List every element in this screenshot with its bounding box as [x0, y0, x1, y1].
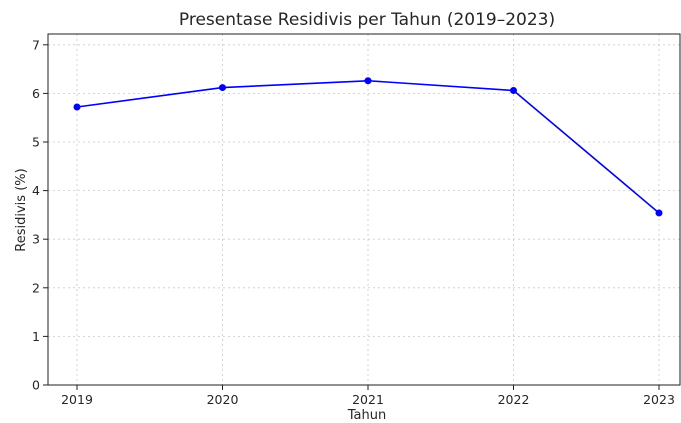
- data-point: [219, 84, 226, 92]
- data-point: [73, 103, 81, 111]
- x-tick-label: 2023: [643, 392, 675, 407]
- y-tick-label: 7: [32, 37, 40, 52]
- data-point: [510, 86, 517, 94]
- y-tick-label: 6: [32, 86, 40, 101]
- chart-title: Presentase Residivis per Tahun (2019–202…: [179, 10, 555, 30]
- data-point: [364, 77, 372, 85]
- x-tick-label: 2019: [61, 392, 93, 407]
- x-tick-label: 2021: [352, 392, 384, 407]
- grid-lines: [48, 34, 680, 386]
- y-axis: 0 1 2 3 4 5 6 7: [32, 37, 48, 393]
- x-tick-label: 2020: [207, 392, 239, 407]
- x-axis: 2019 2020 2021 2022 2023: [61, 385, 675, 407]
- y-tick-label: 1: [32, 329, 40, 344]
- x-tick-label: 2022: [498, 392, 530, 407]
- y-tick-label: 4: [32, 183, 40, 198]
- y-tick-label: 0: [32, 378, 40, 393]
- y-tick-label: 3: [32, 232, 40, 247]
- y-tick-label: 2: [32, 280, 40, 295]
- series-lines: [73, 77, 663, 217]
- x-axis-label: Tahun: [347, 408, 386, 423]
- plot-frame: [47, 33, 681, 386]
- data-point: [655, 209, 663, 217]
- y-axis-label: Residivis (%): [14, 168, 29, 251]
- y-tick-label: 5: [32, 135, 40, 150]
